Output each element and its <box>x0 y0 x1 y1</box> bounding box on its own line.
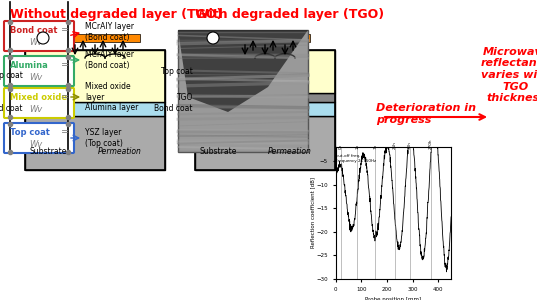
Text: =: = <box>61 92 69 102</box>
FancyBboxPatch shape <box>4 123 74 153</box>
Text: Wv: Wv <box>29 38 42 47</box>
FancyBboxPatch shape <box>4 21 74 51</box>
Text: Permeation: Permeation <box>98 147 142 156</box>
Bar <box>195 93 335 102</box>
Text: Top coat: Top coat <box>10 128 50 137</box>
Circle shape <box>37 32 49 44</box>
Bar <box>50 34 140 42</box>
Bar <box>178 30 308 152</box>
Text: Wv: Wv <box>29 73 42 82</box>
Bar <box>25 102 165 116</box>
Text: 30h: 30h <box>408 142 412 149</box>
Text: =: = <box>61 25 69 35</box>
Text: Without degraded layer (TGO): Without degraded layer (TGO) <box>10 8 222 21</box>
Text: Wv: Wv <box>29 140 42 149</box>
Bar <box>25 50 165 102</box>
FancyBboxPatch shape <box>4 88 74 118</box>
Text: Mixed oxide
layer
Alumina layer: Mixed oxide layer Alumina layer <box>85 82 139 112</box>
Text: Deterioration in
progress: Deterioration in progress <box>376 103 476 125</box>
Text: Top coat: Top coat <box>161 67 193 76</box>
Text: Permeation: Permeation <box>268 147 311 156</box>
Text: MCrAlY layer
(Bond coat): MCrAlY layer (Bond coat) <box>85 22 134 42</box>
Text: 7h: 7h <box>373 144 378 149</box>
Text: ~: ~ <box>40 34 47 43</box>
Bar <box>195 116 335 170</box>
Text: TGO: TGO <box>177 93 193 102</box>
Text: Mixed oxide: Mixed oxide <box>10 94 67 103</box>
Bar <box>195 50 335 170</box>
Text: 25h: 25h <box>393 142 397 149</box>
Polygon shape <box>178 30 308 112</box>
Text: Substrate: Substrate <box>199 147 236 156</box>
Text: Bond coat: Bond coat <box>10 26 57 35</box>
X-axis label: Probe position [mm]: Probe position [mm] <box>365 297 422 300</box>
Bar <box>25 50 165 170</box>
Circle shape <box>207 32 219 44</box>
Text: ~: ~ <box>209 34 216 43</box>
Text: With degraded layer (TGO): With degraded layer (TGO) <box>195 8 384 21</box>
Text: Substrate: Substrate <box>29 147 67 156</box>
Text: =: = <box>61 60 69 70</box>
Text: 1h: 1h <box>355 144 359 149</box>
Text: Bond coat: Bond coat <box>0 104 23 113</box>
Text: cut-off freq.
frequency 21750Hz: cut-off freq. frequency 21750Hz <box>336 154 376 163</box>
Text: Wv: Wv <box>29 105 42 114</box>
Text: 0h: 0h <box>339 144 343 149</box>
Text: Bond coat: Bond coat <box>155 104 193 113</box>
Bar <box>195 102 335 116</box>
Text: Alumina: Alumina <box>10 61 49 70</box>
Text: 270h: 270h <box>429 139 433 149</box>
Text: Top coat: Top coat <box>0 71 23 80</box>
Bar <box>25 116 165 170</box>
Text: Microwave
reflectance
varies with
TGO
thickness: Microwave reflectance varies with TGO th… <box>481 47 537 103</box>
Bar <box>195 50 335 93</box>
Text: MCrAlY layer
(Bond coat): MCrAlY layer (Bond coat) <box>85 50 134 70</box>
FancyBboxPatch shape <box>4 56 74 86</box>
Text: =: = <box>61 127 69 137</box>
Bar <box>220 34 310 42</box>
Y-axis label: Reflection coefficient [dB]: Reflection coefficient [dB] <box>310 178 315 248</box>
Text: YSZ layer
(Top coat): YSZ layer (Top coat) <box>85 128 123 148</box>
